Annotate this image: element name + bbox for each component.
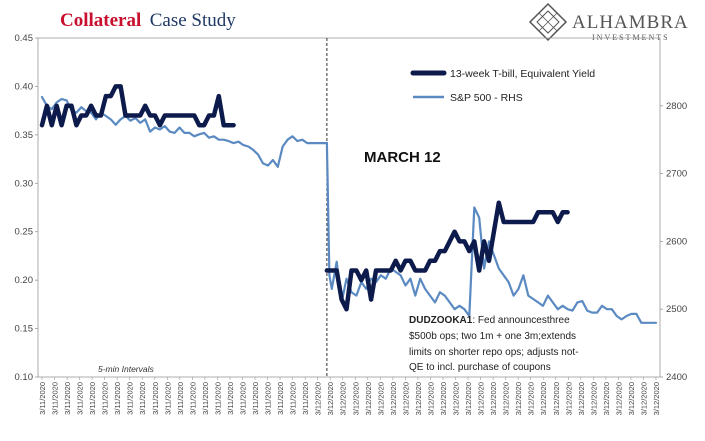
x-tick-label: 3/12/2020 [464,382,473,415]
legend-label-sp500: S&P 500 - RHS [450,92,523,104]
x-tick-label: 3/11/2020 [276,382,285,415]
x-tick-label: 3/12/2020 [326,382,335,415]
annotation-note-bold: DUDZOOKA1 [409,315,473,326]
x-tick-label: 3/12/2020 [426,382,435,415]
x-tick-label: 3/11/2020 [63,382,72,415]
x-tick-label: 3/12/2020 [514,382,523,415]
x-tick-label: 3/11/2020 [163,382,172,415]
x-tick-label: 3/11/2020 [213,382,222,415]
x-tick-label: 3/11/2020 [151,382,160,415]
left-tick-label: 0.30 [15,178,34,189]
x-tick-label: 3/11/2020 [238,382,247,415]
x-tick-label: 3/11/2020 [101,382,110,415]
logo-name: ALHAMBRA [572,12,689,33]
x-tick-label: 3/11/2020 [176,382,185,415]
left-tick-label: 0.25 [15,227,34,238]
x-tick-label: 3/12/2020 [552,382,561,415]
chart-title-part2: Case Study [150,10,237,31]
x-tick-label: 3/12/2020 [614,382,623,415]
chart-title-part1: Collateral [60,10,141,31]
annotation-note-line-1: DUDZOOKA1: Fed announcesthree [409,315,570,326]
annotation-note: DUDZOOKA1: Fed announcesthree $500b ops;… [409,315,579,373]
x-tick-label: 3/12/2020 [652,382,661,415]
chart-title: Collateral Case Study [60,10,236,31]
sp500-line [325,142,658,324]
right-tick-label: 2700 [666,169,687,180]
x-tick-label: 3/12/2020 [414,382,423,415]
x-tick-label: 3/12/2020 [314,382,323,415]
x-tick-label: 3/12/2020 [639,382,648,415]
x-tick-label: 3/12/2020 [502,382,511,415]
left-tick-label: 0.15 [15,324,34,335]
x-tick-label: 3/12/2020 [364,382,373,415]
x-tick-label: 3/11/2020 [289,382,298,415]
x-tick-label: 3/12/2020 [589,382,598,415]
x-tick-label: 3/11/2020 [126,382,135,415]
x-tick-label: 3/12/2020 [339,382,348,415]
right-tick-label: 2800 [666,101,687,112]
x-tick-label: 3/11/2020 [188,382,197,415]
left-tick-label: 0.10 [15,372,34,383]
x-tick-label: 3/12/2020 [389,382,398,415]
legend-label-tbill: 13-week T-bill, Equivalent Yield [450,68,595,80]
sp500-line [40,95,328,168]
right-tick-label: 2600 [666,236,687,247]
logo-subtitle: INVESTMENTS [592,33,670,42]
x-tick-label: 3/11/2020 [88,382,97,415]
x-tick-label: 3/12/2020 [627,382,636,415]
x-tick-label: 3/12/2020 [602,382,611,415]
interval-note: 5-min Intervals [98,364,154,374]
logo: ALHAMBRA INVESTMENTS [528,2,689,42]
x-tick-label: 3/11/2020 [251,382,260,415]
logo-icon [528,2,568,42]
annotation-note-line-1-text: : Fed announcesthree [472,315,570,326]
x-tick-label: 3/12/2020 [564,382,573,415]
x-tick-label: 3/12/2020 [439,382,448,415]
x-tick-label: 3/11/2020 [264,382,273,415]
annotation-note-line-4: QE to incl. purchase of coupons [409,362,551,373]
right-tick-label: 2400 [666,372,687,383]
x-tick-label: 3/12/2020 [401,382,410,415]
right-tick-label: 2500 [666,304,687,315]
x-tick-label: 3/12/2020 [539,382,548,415]
x-tick-label: 3/11/2020 [201,382,210,415]
left-tick-label: 0.45 [15,33,34,44]
x-tick-label: 3/12/2020 [376,382,385,415]
left-tick-label: 0.35 [15,130,34,141]
annotation-note-line-3: limits on shorter repo ops; adjusts not- [409,347,579,358]
series-layer [39,84,658,324]
x-tick-label: 3/12/2020 [527,382,536,415]
left-tick-label: 0.40 [15,81,34,92]
x-tick-label: 3/12/2020 [489,382,498,415]
legend: 13-week T-bill, Equivalent Yield S&P 500… [410,68,595,104]
left-tick-label: 0.20 [15,275,34,286]
x-axis: 3/11/2020 3/11/2020 3/11/2020 3/11/2020 3/11… [38,377,661,415]
annotation-march-12: MARCH 12 [364,149,441,166]
right-axis: 2400 2500 2600 2700 2800 [660,101,687,383]
x-tick-label: 3/11/2020 [76,382,85,415]
x-tick-label: 3/11/2020 [226,382,235,415]
plot-area [37,37,661,378]
x-tick-label: 3/11/2020 [51,382,60,415]
x-tick-label: 3/11/2020 [301,382,310,415]
x-tick-label: 3/11/2020 [138,382,147,415]
x-tick-label: 3/12/2020 [351,382,360,415]
x-tick-label: 3/11/2020 [38,382,47,415]
x-tick-label: 3/12/2020 [452,382,461,415]
left-axis: 0.10 0.15 0.20 0.25 0.30 0.35 0.40 0.45 [15,33,38,383]
tbill-yield-line [324,200,570,312]
tbill-yield-line [39,84,236,128]
x-tick-label: 3/12/2020 [577,382,586,415]
annotation-note-line-2: $500b ops; two 1m + one 3m;extends [409,331,576,342]
x-tick-label: 3/12/2020 [477,382,486,415]
x-tick-label: 3/11/2020 [113,382,122,415]
